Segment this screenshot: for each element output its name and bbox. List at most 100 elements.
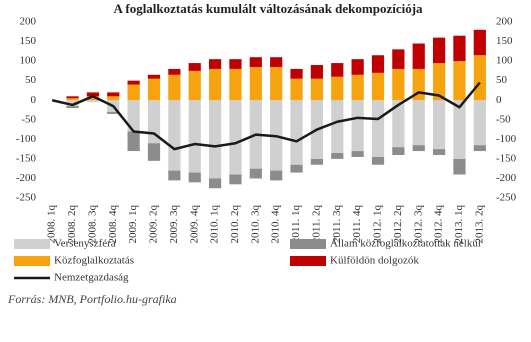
legend-label: Nemzetgazdaság [54,272,129,284]
bar-segment [127,100,140,132]
bar-segment [392,100,405,148]
chart-title: A foglalkoztatás kumulált változásának d… [113,1,423,16]
x-tick-label: 2009. 1q [127,205,139,244]
bar-segment [371,72,385,101]
y-tick-label: -250 [16,192,37,204]
legend-label: Versenyszféra [54,238,116,250]
bar-segment [147,74,161,79]
y2-tick-label: 50 [496,74,508,86]
x-tick-label: 2012. 3q [412,205,424,244]
bar-segment [371,100,385,157]
x-tick-label: 2008. 3q [86,205,98,244]
legend-label: Állam közfoglalkoztatottak nélkül [330,238,481,250]
y2-tick-label: 100 [496,55,513,67]
y2-tick-label: 0 [496,94,502,106]
y-tick-label: 50 [25,74,37,86]
legend-swatch [290,256,326,266]
bar-segment [208,68,222,101]
x-tick-label: 2010. 1q [209,205,221,244]
bar-segment [168,68,181,75]
bar-segment [331,153,344,159]
bar-segment [432,100,446,150]
bar-segment [208,178,222,189]
bar-segment [392,49,405,69]
bar-segment [371,156,385,165]
y-tick-label: -200 [16,172,37,184]
bar-segment [331,100,344,154]
bar-segment [66,96,79,99]
bar-segment [432,37,446,64]
bar-segment [249,168,262,179]
x-tick-label: 2008. 1q [46,205,58,244]
y2-tick-label: -50 [496,113,511,125]
y-tick-label: 150 [20,35,37,47]
bar-segment [86,100,100,103]
y-tick-label: 200 [20,16,37,28]
bar-segment [371,55,385,73]
bar-segment [107,92,120,97]
bar-segment [168,100,181,171]
legend-swatch [14,256,50,266]
bar-segment [331,63,344,77]
bar-segment [310,78,324,101]
legend-label: Közfoglalkoztatás [54,255,134,267]
bar-segment [473,29,486,56]
y2-tick-label: 150 [496,35,513,47]
bar-segment [270,66,283,101]
bar-segment [453,61,466,101]
bar-segment [290,164,303,173]
bar-segment [473,100,486,146]
bar-segment [453,35,466,62]
bar-segment [66,106,79,109]
bar-segment [473,55,486,101]
line-series [51,81,481,151]
legend-label: Külföldön dolgozók [330,255,419,267]
x-tick-label: 2013. 1q [453,205,465,244]
x-tick-label: 2013. 2q [473,205,485,244]
bar-segment [351,100,364,152]
bar-segment [147,78,161,101]
bar-segment [392,147,405,155]
legend-swatch [290,239,326,249]
bar-segment [310,158,324,165]
x-tick-label: 2008. 4q [107,205,119,244]
bar-segment [168,74,181,101]
bar-segment [290,68,303,79]
bar-segment [290,78,303,101]
x-tick-label: 2011. 1q [290,205,302,244]
x-tick-label: 2012. 4q [433,205,445,244]
x-tick-label: 2011. 3q [331,205,343,244]
bar-segment [473,145,486,152]
bar-segment [351,151,364,157]
bar-segment [66,98,79,101]
bar-segment [229,59,242,69]
x-tick-label: 2008. 2q [66,205,78,244]
bar-segment [107,111,120,114]
x-tick-label: 2011. 2q [310,205,322,244]
bar-segment [331,76,344,101]
bar-segment [249,57,262,67]
legend-swatch [14,239,50,249]
y-tick-label: 0 [31,94,37,106]
bar-segment [147,143,161,161]
bar-segment [229,100,242,175]
bar-segment [127,131,140,152]
bar-segment [351,74,364,101]
x-tick-label: 2010. 3q [249,205,261,244]
bar-segment [270,57,283,67]
y2-tick-label: -250 [496,192,517,204]
y-tick-label: -150 [16,152,37,164]
bar-segment [229,174,242,185]
x-tick-label: 2009. 3q [168,205,180,244]
y2-tick-label: -200 [496,172,517,184]
y-tick-label: -100 [16,133,37,145]
bar-segment [290,100,303,165]
bar-segment [66,100,79,107]
bar-segment [188,63,201,71]
x-tick-label: 2009. 4q [188,205,200,244]
bar-segment [127,84,140,101]
bar-segment [127,80,140,85]
x-tick-label: 2012. 1q [372,205,384,244]
y-tick-label: 100 [20,55,37,67]
